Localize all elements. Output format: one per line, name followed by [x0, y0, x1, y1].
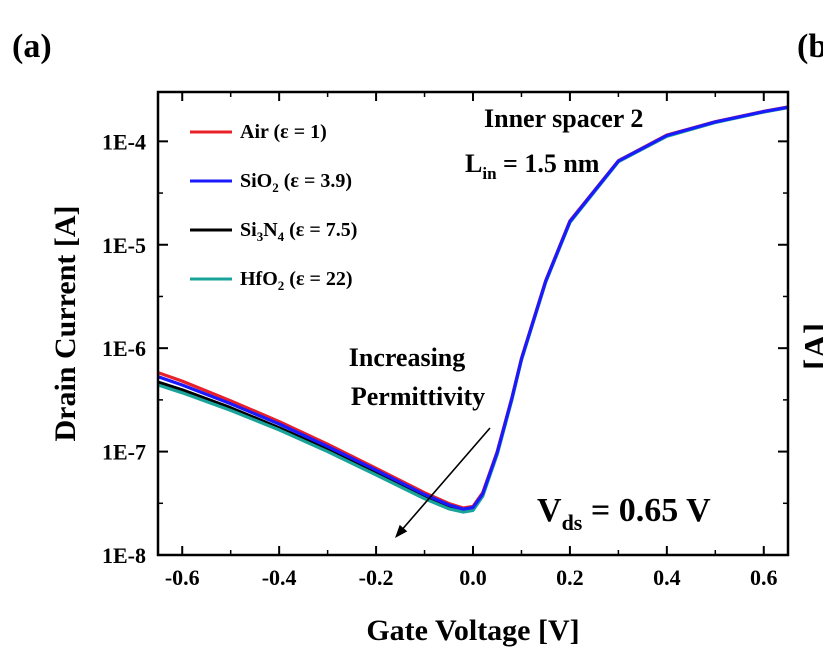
lin-sub: in [482, 164, 497, 183]
x-tick-label: 0.4 [653, 565, 681, 590]
y-tick-label: 1E-5 [102, 233, 146, 258]
vds-main: V [537, 492, 562, 529]
vds-sub: ds [562, 510, 583, 535]
spacer-annotation: Inner spacer 2 Lin = 1.5 nm [465, 104, 643, 183]
legend-entry-3: HfO2 (ε = 22) [240, 268, 353, 293]
legend-entry-1: SiO2 (ε = 3.9) [240, 170, 352, 195]
x-tick-label: 0.6 [750, 565, 778, 590]
lin-rest: = 1.5 nm [497, 149, 600, 178]
y-tick-label: 1E-6 [102, 336, 146, 361]
vds-rest: = 0.65 V [582, 492, 711, 529]
x-tick-label: -0.4 [262, 565, 297, 590]
inner-spacer-length-label: Lin = 1.5 nm [465, 149, 600, 183]
legend-entry-0: Air (ε = 1) [240, 121, 327, 143]
x-tick-label: -0.6 [165, 565, 200, 590]
x-axis-label: Gate Voltage [V] [366, 614, 579, 647]
x-tick-label: 0.0 [459, 565, 487, 590]
x-tick-label: 0.2 [556, 565, 584, 590]
permittivity-label: Permittivity [351, 382, 485, 411]
vds-label: Vds = 0.65 V [537, 492, 711, 535]
legend-entry-2: Si3N4 (ε = 7.5) [240, 219, 357, 244]
spacer-label: Inner spacer 2 [484, 104, 643, 133]
permittivity-arrow [400, 428, 490, 532]
y-tick-label: 1E-4 [102, 129, 146, 154]
y-axis-label: Drain Current [A] [49, 205, 82, 441]
legend: Air (ε = 1) SiO2 (ε = 3.9) Si3N4 (ε = 7.5)… [190, 121, 357, 293]
lin-main: L [465, 149, 482, 178]
increasing-label: Increasing [349, 343, 466, 372]
y-tick-label: 1E-7 [102, 440, 146, 465]
y-tick-label: 1E-8 [102, 543, 146, 568]
x-tick-label: -0.2 [359, 565, 394, 590]
